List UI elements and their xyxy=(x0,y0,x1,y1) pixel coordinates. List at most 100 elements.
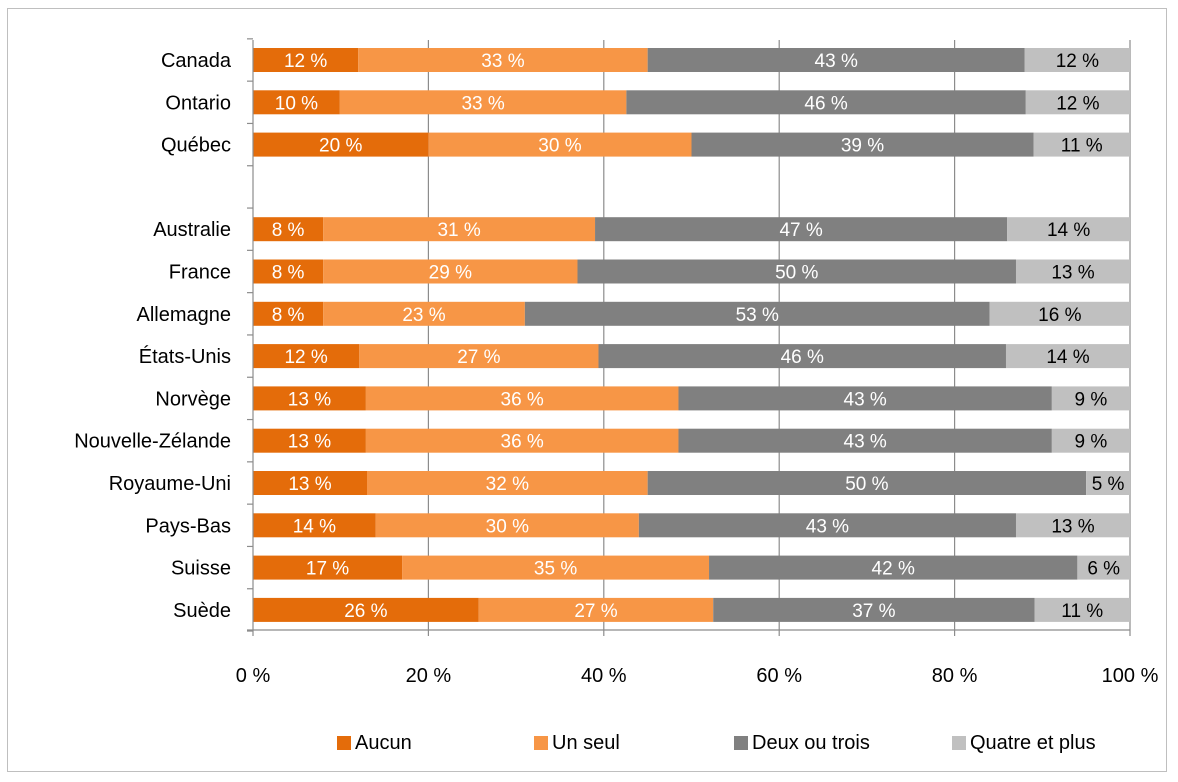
data-label: 5 % xyxy=(1092,474,1125,495)
bar-segment xyxy=(359,344,599,369)
bar-segment xyxy=(691,132,1034,157)
grid-lines xyxy=(427,40,1131,630)
legend-swatch xyxy=(337,736,351,750)
data-label: 33 % xyxy=(461,93,504,114)
data-label: 14 % xyxy=(1046,347,1089,368)
data-label: 37 % xyxy=(852,601,895,622)
data-label: 35 % xyxy=(534,559,577,580)
data-label: 27 % xyxy=(574,601,617,622)
bar-segment xyxy=(402,555,710,580)
bar-segment xyxy=(358,48,648,72)
bar-segment xyxy=(339,90,627,115)
category-label: Ontario xyxy=(165,92,231,114)
bar-segment xyxy=(1024,48,1130,72)
data-label: 23 % xyxy=(402,305,445,326)
bar-segment xyxy=(1005,344,1130,369)
category-label: Royaume-Uni xyxy=(109,473,231,495)
data-label: 13 % xyxy=(1051,516,1094,537)
bar-segment xyxy=(1077,555,1130,580)
data-label: 8 % xyxy=(272,220,305,241)
data-label: 13 % xyxy=(288,474,331,495)
data-label: 43 % xyxy=(844,389,887,410)
data-label: 30 % xyxy=(538,136,581,157)
bar-segment xyxy=(1034,597,1130,622)
bar-segment xyxy=(253,597,479,622)
x-tick-label: 20 % xyxy=(406,665,452,687)
bar-segment xyxy=(709,555,1078,580)
data-label: 12 % xyxy=(1056,93,1099,114)
x-tick-label: 40 % xyxy=(581,665,627,687)
bar-segment xyxy=(1033,132,1130,157)
data-label: 12 % xyxy=(284,51,327,72)
category-label: États-Unis xyxy=(139,345,231,368)
bar-segment xyxy=(253,428,366,453)
bar-segment xyxy=(253,217,324,242)
legend-swatch xyxy=(534,736,548,750)
data-label: 30 % xyxy=(486,516,529,537)
data-label: 53 % xyxy=(736,305,779,326)
bar-segment xyxy=(365,428,679,453)
bar-segment xyxy=(253,513,376,538)
bar-segment xyxy=(253,386,366,411)
data-label: 8 % xyxy=(272,305,305,326)
data-label: 27 % xyxy=(457,347,500,368)
x-tick-label: 0 % xyxy=(236,665,271,687)
bar-segment xyxy=(253,48,359,72)
bar-segment xyxy=(428,132,692,157)
bar-segment xyxy=(524,301,990,326)
category-label: Suède xyxy=(173,600,231,622)
data-label: 46 % xyxy=(804,93,847,114)
data-label: 14 % xyxy=(293,516,336,537)
bar-segment xyxy=(478,597,714,622)
data-label: 13 % xyxy=(1051,263,1094,284)
bar-segment xyxy=(598,344,1006,369)
category-label: Australie xyxy=(153,219,231,241)
data-label: 11 % xyxy=(1061,136,1103,157)
bar-segment xyxy=(253,555,403,580)
bar-segment xyxy=(638,513,1016,538)
data-label: 11 % xyxy=(1061,601,1103,622)
bar-segment xyxy=(1015,513,1130,538)
data-label: 6 % xyxy=(1087,559,1120,580)
data-label: 16 % xyxy=(1038,305,1081,326)
bar-segment xyxy=(253,132,429,157)
data-label: 50 % xyxy=(775,263,818,284)
data-label: 10 % xyxy=(275,93,318,114)
category-label: Allemagne xyxy=(136,304,231,326)
axes: 0 % 20 % 40 % 60 % 80 % 100 % Canada Ontario Qué… xyxy=(74,38,1159,687)
legend-swatch xyxy=(734,736,748,750)
category-label: France xyxy=(169,262,231,284)
legend-swatch xyxy=(952,736,966,750)
legend-label: Quatre et plus xyxy=(970,732,1096,754)
bar-segment xyxy=(253,259,324,284)
data-label: 43 % xyxy=(806,516,849,537)
data-label: 46 % xyxy=(781,347,824,368)
bar-segment xyxy=(323,301,525,326)
data-label: 14 % xyxy=(1047,220,1090,241)
bar-segment xyxy=(323,217,596,242)
data-label: 8 % xyxy=(272,263,305,284)
category-label: Suisse xyxy=(171,558,231,580)
x-tick-label: 60 % xyxy=(756,665,802,687)
bar-segment xyxy=(253,301,324,326)
data-label: 39 % xyxy=(841,136,884,157)
bar-segment xyxy=(595,217,1008,242)
bar-segment xyxy=(365,386,679,411)
bar-segment xyxy=(577,259,1016,284)
category-label: Québec xyxy=(161,135,231,157)
data-label: 26 % xyxy=(344,601,387,622)
bar-segment xyxy=(713,597,1035,622)
data-label: 20 % xyxy=(319,136,362,157)
data-label: 50 % xyxy=(845,474,888,495)
data-label: 33 % xyxy=(481,51,524,72)
bar-segment xyxy=(1051,386,1130,411)
category-label: Pays-Bas xyxy=(145,515,231,537)
data-label: 12 % xyxy=(284,347,327,368)
data-label: 12 % xyxy=(1056,51,1099,72)
bar-segment xyxy=(253,471,368,495)
bar-segment xyxy=(678,386,1052,411)
x-tick-label: 100 % xyxy=(1102,665,1159,687)
x-tick-label: 80 % xyxy=(932,665,978,687)
bar-segment xyxy=(253,90,340,115)
data-label: 43 % xyxy=(844,432,887,453)
